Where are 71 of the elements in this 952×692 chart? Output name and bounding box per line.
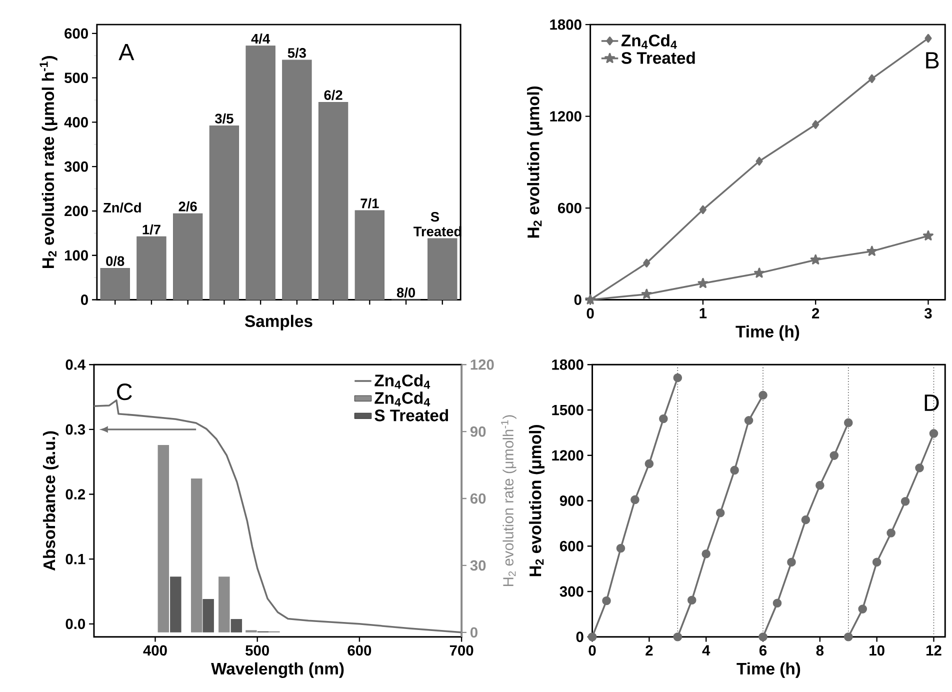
category-label: 6/2 (324, 90, 342, 100)
y-tick-label: 0.4 (66, 359, 86, 370)
y-tick-label: 300 (560, 586, 584, 597)
x-tick-label: 500 (246, 645, 269, 656)
x-tick-label: 600 (348, 645, 372, 656)
y-tick-label: 1800 (552, 359, 584, 370)
y-tick-label: 0 (80, 294, 88, 305)
y-tick-label: 0.0 (66, 618, 86, 630)
y-axis-title: Absorbance (a.u.) (42, 431, 58, 571)
y-tick-label: 100 (64, 250, 88, 261)
annotation: Zn/Cd (103, 202, 141, 213)
legend-label: Zn$_{4}$Cd$_{4}$ (374, 392, 430, 406)
x-tick-label: 4 (702, 645, 710, 656)
y-tick-label: 600 (558, 202, 582, 214)
y-axis-title: H$_{2}$ evolution (μmol) (527, 86, 543, 238)
y-tick-label: 600 (64, 28, 88, 39)
legend-label: Zn$_{4}$Cd$_{4}$ (621, 34, 677, 49)
category-label: 3/5 (214, 113, 234, 124)
x-tick-label: 0 (586, 308, 594, 319)
y-tick-label: 0 (576, 632, 584, 642)
y-axis-title: H$_{2}$ evolution rate (μmol h$^{-1}$) (40, 56, 58, 268)
x-axis-title: Time (h) (736, 325, 800, 341)
y-tick-label: 900 (560, 496, 584, 506)
category-label: 0/8 (106, 256, 124, 266)
category-label: 2/6 (178, 201, 197, 212)
y-tick-label: 0.1 (66, 554, 86, 564)
y2-tick-label: 0 (470, 627, 478, 638)
x-tick-label: 2 (646, 645, 653, 656)
y-tick-label: 1500 (552, 404, 584, 416)
y-axis-title: H$_{2}$ evolution (μmol) (529, 425, 545, 576)
y-tick-label: 500 (64, 72, 88, 84)
x-tick-label: 400 (143, 645, 167, 656)
x-tick-label: 1 (700, 308, 707, 318)
y-tick-label: 0.2 (66, 489, 86, 500)
y-tick-label: 1200 (552, 450, 584, 461)
y2-tick-label: 90 (470, 426, 486, 437)
x-tick-label: 700 (450, 645, 474, 656)
y-tick-label: 600 (560, 540, 584, 552)
x-tick-label: 12 (926, 645, 942, 656)
category-label: 1/7 (142, 224, 160, 235)
annotation: B (926, 52, 939, 68)
y-tick-label: 400 (64, 117, 88, 128)
x-tick-label: 0 (588, 645, 596, 656)
x-tick-label: 10 (870, 645, 884, 656)
category-label: 4/4 (251, 34, 270, 44)
legend-label: S Treated (374, 409, 448, 422)
y2-tick-label: 30 (470, 560, 486, 571)
annotation: D (924, 394, 939, 411)
annotation: C (117, 384, 132, 400)
x-tick-label: 6 (759, 645, 767, 656)
legend-label: S Treated (621, 52, 695, 64)
y2-axis-title: H$_{2}$ evolution rate (μmolh$^{-1}$) (501, 415, 516, 586)
y-tick-label: 0.3 (66, 424, 86, 435)
y2-tick-label: 60 (470, 493, 486, 504)
x-axis-title: Samples (244, 314, 312, 330)
category-label: 8/0 (396, 287, 415, 298)
category-label: 5/3 (288, 48, 306, 58)
y-tick-label: 1800 (550, 19, 582, 30)
x-tick-label: 2 (812, 308, 820, 318)
x-tick-label: 3 (924, 308, 932, 319)
x-axis-title: Time (h) (736, 662, 800, 678)
category-label: 7/1 (360, 198, 379, 208)
legend-label: Zn$_{4}$Cd$_{4}$ (374, 374, 430, 389)
x-axis-title: Wavelength (nm) (211, 662, 344, 678)
y2-tick-label: 120 (470, 359, 494, 370)
y-tick-label: 0 (574, 294, 582, 305)
annotation: A (118, 44, 134, 60)
y-tick-label: 1200 (550, 111, 582, 122)
y-tick-label: 300 (64, 161, 88, 172)
y-tick-label: 200 (64, 206, 88, 216)
x-tick-label: 8 (816, 645, 824, 656)
